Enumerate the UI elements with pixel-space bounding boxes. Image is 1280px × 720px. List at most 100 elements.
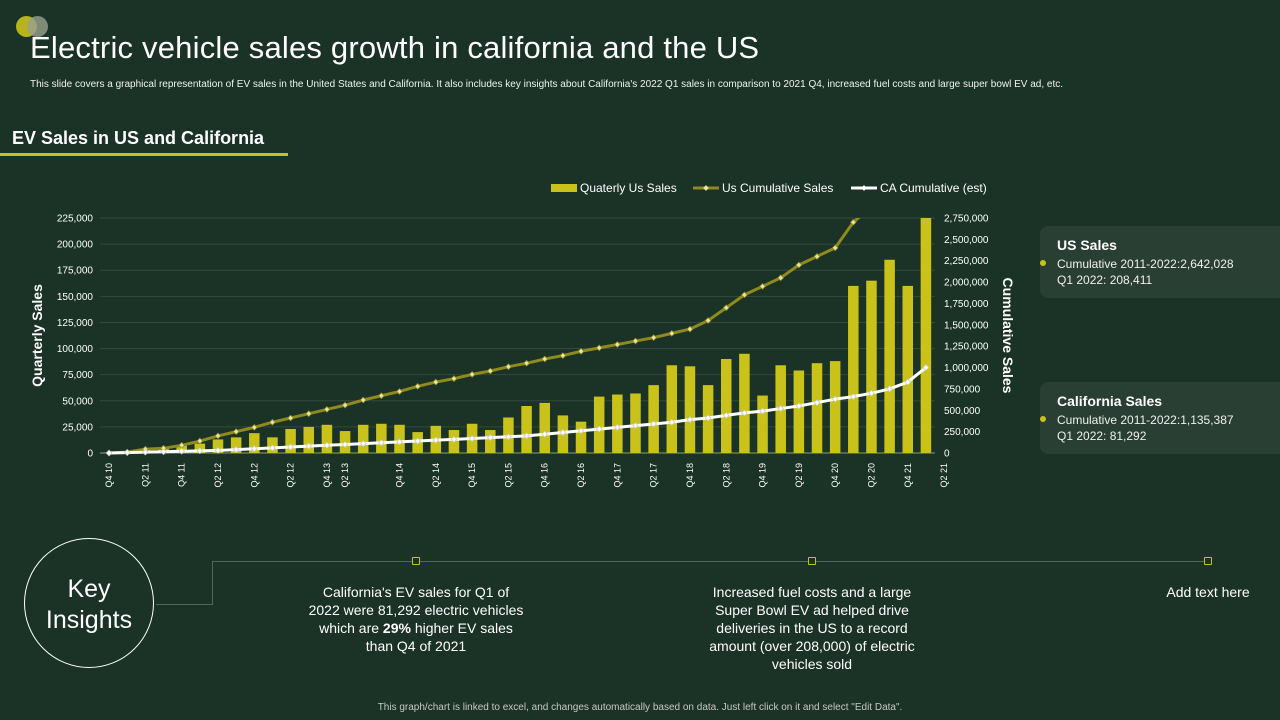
brand-logo <box>16 16 56 38</box>
us-cumulative-marker <box>686 325 694 333</box>
us-cumulative-marker <box>432 378 440 386</box>
y2-tick-label: 0 <box>944 449 950 460</box>
bar <box>357 424 369 453</box>
y-tick-label: 200,000 <box>57 240 94 251</box>
us-cumulative-marker <box>377 392 385 400</box>
ca-cumulative-marker <box>795 402 803 410</box>
ca-cumulative-marker <box>450 435 458 443</box>
ca-cumulative-marker <box>396 438 403 446</box>
ca-cumulative-marker <box>123 449 131 456</box>
us-cumulative-marker <box>668 329 676 337</box>
ca-cumulative-marker <box>523 432 530 440</box>
insight-fuel-costs: Increased fuel costs and a large Super B… <box>709 584 915 672</box>
page-title: Electric vehicle sales growth in califor… <box>30 30 760 65</box>
y2-tick-label: 250,000 <box>944 427 981 438</box>
ca-cumulative-marker <box>432 436 440 444</box>
us-sales-card: US Sales Cumulative 2011-2022:2,642,028 … <box>1040 226 1280 298</box>
us-cumulative-marker <box>468 370 476 378</box>
ca-cumulative-marker <box>904 378 912 386</box>
us-cumulative-marker <box>486 367 494 375</box>
us-cumulative-marker <box>559 352 567 359</box>
x-tick-label: Q4 15 <box>467 463 477 488</box>
ca-cumulative-marker <box>759 407 766 415</box>
bullet-dot-icon <box>1040 260 1046 266</box>
ca-cumulative-marker <box>722 412 730 419</box>
us-cumulative-marker <box>613 341 621 348</box>
y2-tick-label: 1,750,000 <box>944 299 989 310</box>
us-cumulative-marker <box>250 423 258 431</box>
us-cumulative-marker <box>777 274 785 282</box>
y-tick-label: 100,000 <box>57 344 94 355</box>
us-cumulative-marker <box>287 414 294 422</box>
ca-cumulative-marker <box>849 393 857 400</box>
x-tick-label: Q2 17 <box>649 463 659 488</box>
ca-cumulative-marker <box>305 442 313 450</box>
x-tick-label: Q4 18 <box>685 463 695 488</box>
bar <box>376 423 387 453</box>
x-tick-label: Q4 10 <box>104 463 114 488</box>
bar <box>249 433 260 453</box>
x-tick-label: Q4 12 <box>249 463 259 488</box>
ca-cumulative-marker <box>650 420 658 428</box>
x-tick-label: Q2 21 <box>939 463 949 488</box>
y2-tick-label: 2,250,000 <box>944 256 989 267</box>
x-tick-label: Q4 11 <box>177 463 187 487</box>
ca-cumulative-marker <box>559 429 567 436</box>
bar <box>811 363 823 453</box>
ca-cumulative-marker <box>704 414 712 422</box>
us-cumulative-marker <box>450 375 458 383</box>
logo-circle-overlap-icon <box>27 16 48 37</box>
bar <box>648 385 659 453</box>
us-cumulative-marker <box>813 253 821 260</box>
insight-1-highlight: 29% <box>382 620 411 636</box>
ca-cumulative-marker <box>178 447 186 455</box>
ca-cumulative-marker <box>831 395 839 403</box>
ev-sales-chart[interactable]: 225,000 200,000 175,000 150,000 125,000 100,0… <box>0 170 1040 500</box>
us-cumulative-marker <box>505 363 512 371</box>
us-cumulative-marker <box>160 444 167 452</box>
page-subtitle: This slide covers a graphical representa… <box>30 79 1064 90</box>
bar <box>684 366 696 453</box>
y-tick-label: 50,000 <box>62 396 93 407</box>
timeline-marker-icon <box>412 557 420 565</box>
ca-cumulative-marker <box>196 447 204 455</box>
us-cumulative-value: Cumulative 2011-2022:2,642,028 <box>1057 257 1234 271</box>
timeline-connector-horizontal <box>156 604 213 605</box>
bar <box>757 395 768 453</box>
us-cumulative-marker <box>632 337 639 345</box>
insight-1-text-start: California's EV sales for Q1 of 2022 wer… <box>308 584 524 636</box>
us-cumulative-marker <box>795 261 803 269</box>
us-cumulative-marker <box>523 359 530 367</box>
y2-tick-label: 2,500,000 <box>944 235 989 246</box>
legend-label: Us Cumulative Sales <box>722 181 833 195</box>
ca-cumulative-marker <box>813 399 821 406</box>
ca-cumulative-marker <box>541 430 549 438</box>
ca-cumulative-marker <box>141 448 149 456</box>
key-insights-circle: Key Insights <box>24 538 154 668</box>
bar <box>485 430 496 453</box>
ca-cumulative-marker <box>414 437 422 445</box>
y-tick-label: 175,000 <box>57 266 94 277</box>
y-axis-title: Quarterly Sales <box>29 284 45 387</box>
california-cumulative-value: Cumulative 2011-2022:1,135,387 <box>1057 413 1234 427</box>
bar <box>666 365 678 453</box>
us-cumulative-marker <box>595 344 603 352</box>
x-tick-label: Q4 19 <box>758 463 768 488</box>
y2-axis-title: Cumulative Sales <box>1000 278 1016 394</box>
ca-cumulative-marker <box>922 364 930 371</box>
us-cumulative-marker <box>359 396 367 404</box>
key-insights-word-key: Key <box>67 575 111 603</box>
insight-placeholder[interactable]: Add text here <box>1166 584 1250 600</box>
y-tick-label: 25,000 <box>62 422 93 433</box>
bar <box>739 353 750 453</box>
section-title: EV Sales in US and California <box>12 128 265 148</box>
us-q1-value: Q1 2022: 208,411 <box>1057 273 1153 287</box>
bar <box>884 259 895 453</box>
timeline-connector <box>212 561 213 604</box>
x-tick-label: Q2 15 <box>503 463 513 488</box>
x-tick-label: Q2 16 <box>576 463 586 488</box>
bar <box>212 439 224 453</box>
key-insights-word-insights: Insights <box>45 606 133 634</box>
key-insights-title: Key Insights <box>25 574 153 636</box>
ca-cumulative-marker <box>686 416 694 424</box>
